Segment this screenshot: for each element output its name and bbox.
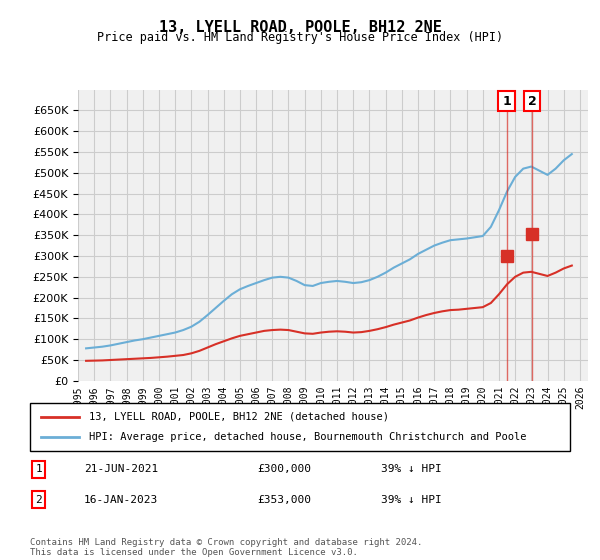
FancyBboxPatch shape (30, 403, 570, 451)
Text: £300,000: £300,000 (257, 464, 311, 474)
Text: 39% ↓ HPI: 39% ↓ HPI (381, 494, 442, 505)
Text: HPI: Average price, detached house, Bournemouth Christchurch and Poole: HPI: Average price, detached house, Bour… (89, 432, 527, 442)
Text: £353,000: £353,000 (257, 494, 311, 505)
Text: Contains HM Land Registry data © Crown copyright and database right 2024.
This d: Contains HM Land Registry data © Crown c… (30, 538, 422, 557)
Text: 39% ↓ HPI: 39% ↓ HPI (381, 464, 442, 474)
Text: 13, LYELL ROAD, POOLE, BH12 2NE (detached house): 13, LYELL ROAD, POOLE, BH12 2NE (detache… (89, 412, 389, 422)
Text: 13, LYELL ROAD, POOLE, BH12 2NE: 13, LYELL ROAD, POOLE, BH12 2NE (158, 20, 442, 35)
Text: 21-JUN-2021: 21-JUN-2021 (84, 464, 158, 474)
Text: Price paid vs. HM Land Registry's House Price Index (HPI): Price paid vs. HM Land Registry's House … (97, 31, 503, 44)
Text: 16-JAN-2023: 16-JAN-2023 (84, 494, 158, 505)
Text: 2: 2 (35, 494, 42, 505)
Text: 2: 2 (527, 95, 536, 108)
Text: 1: 1 (502, 95, 511, 108)
Text: 1: 1 (35, 464, 42, 474)
